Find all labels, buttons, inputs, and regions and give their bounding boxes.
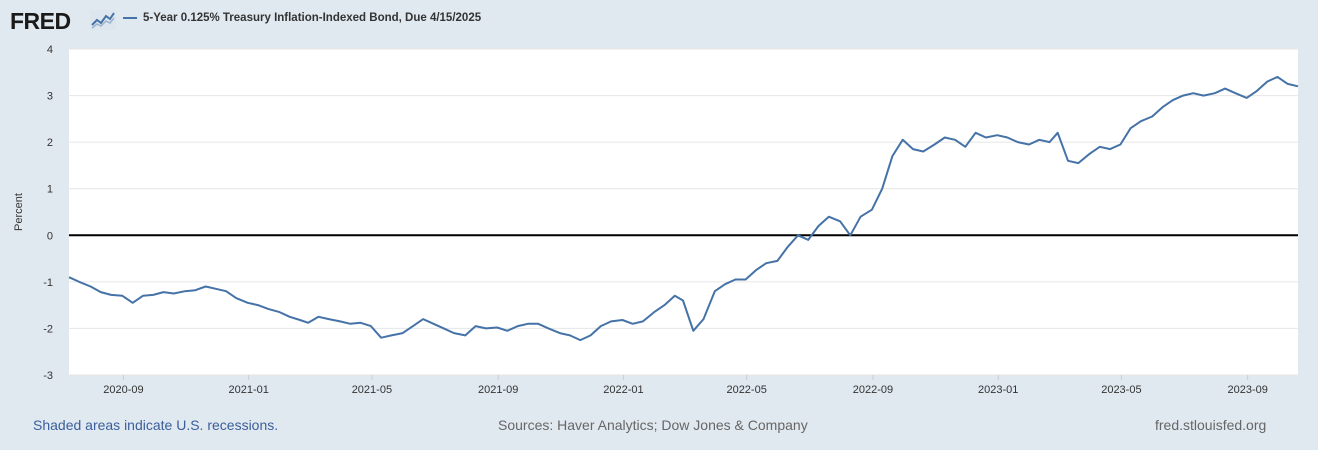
y-tick-label: -1	[43, 277, 53, 289]
legend-label: 5-Year 0.125% Treasury Inflation-Indexed…	[143, 12, 482, 24]
line-chart[interactable]: 4 3 2 1 0 -1 -2 -3 2020-09 2021-01 2021-05 2021-09 2…	[0, 0, 1318, 410]
y-tick-label: 0	[47, 230, 53, 242]
series-line	[68, 75, 1299, 342]
sources-text: Sources: Haver Analytics; Dow Jones & Co…	[498, 417, 808, 433]
x-tick-label: 2021-01	[228, 384, 268, 396]
y-tick-label: -2	[43, 323, 53, 335]
y-tick-label: 2	[47, 137, 53, 149]
recession-note[interactable]: Shaded areas indicate U.S. recessions.	[33, 417, 279, 433]
x-tick-label: 2021-05	[352, 384, 392, 396]
y-tick-label: 3	[47, 91, 53, 103]
chart-legend[interactable]: 5-Year 0.125% Treasury Inflation-Indexed…	[123, 12, 481, 24]
y-tick-label: -3	[43, 370, 53, 382]
x-tick-label: 2022-09	[853, 384, 893, 396]
chart-header: FRED 5-Year 0.125% Treasury Inflation-In…	[0, 0, 1318, 44]
x-tick-label: 2022-01	[603, 384, 643, 396]
fred-logo[interactable]: FRED	[10, 8, 71, 34]
legend-swatch	[123, 17, 137, 19]
x-tick-label: 2022-05	[726, 384, 766, 396]
y-tick-label: 1	[47, 184, 53, 196]
y-axis-label: Percent	[13, 193, 25, 231]
x-tick-label: 2023-01	[978, 384, 1018, 396]
x-tick-label: 2021-09	[478, 384, 518, 396]
line-chart-icon	[90, 10, 116, 30]
x-tick-label: 2023-09	[1228, 384, 1268, 396]
y-tick-label: 4	[47, 44, 53, 56]
x-tick-label: 2020-09	[103, 384, 143, 396]
site-link[interactable]: fred.stlouisfed.org	[1155, 417, 1267, 433]
plot-area	[69, 49, 1298, 375]
chart-footer: Shaded areas indicate U.S. recessions. S…	[0, 414, 1318, 436]
x-tick-label: 2023-05	[1101, 384, 1141, 396]
